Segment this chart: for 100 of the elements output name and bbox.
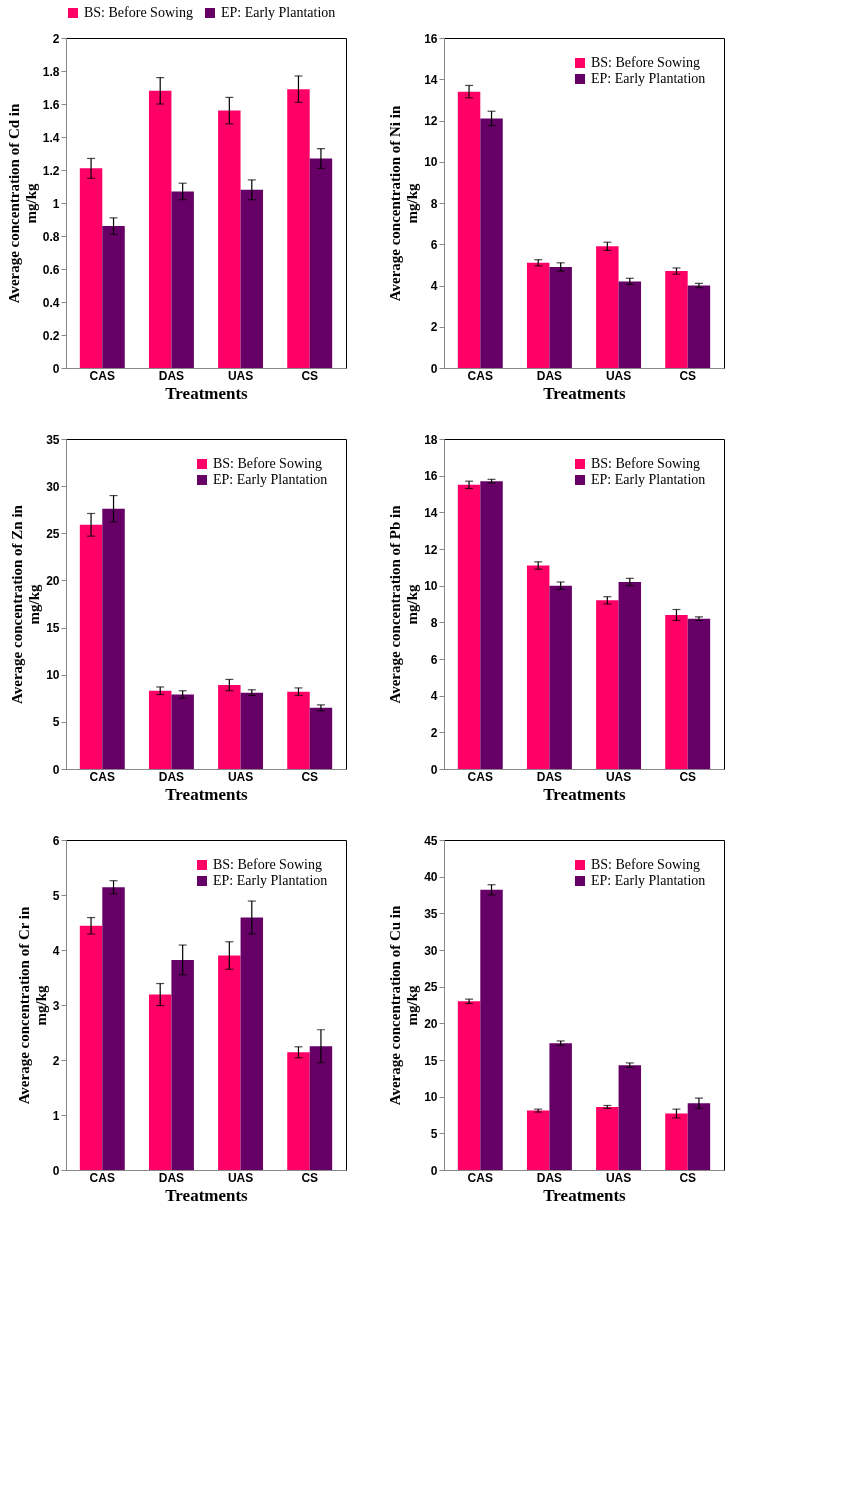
x-axis-title: Treatments [165,383,249,403]
y-tick-label: 16 [424,469,438,484]
bar [480,481,503,769]
bar [526,262,550,368]
bar [240,692,264,769]
bar [480,889,503,1170]
bar [687,1103,711,1170]
bar [79,925,103,1170]
y-tick-label: 8 [430,196,438,211]
y-tick-label: 1 [52,196,60,211]
x-tick-label: UAS [227,1170,254,1185]
y-tick-label: 5 [52,715,60,730]
bar [618,281,642,368]
bar [79,524,103,769]
y-tick-label: 35 [46,432,60,447]
y-tick-label: 6 [430,237,438,252]
bar [171,191,194,368]
y-tick-label: 0 [52,361,60,376]
y-tick-label: 10 [424,155,438,170]
x-tick-label: CS [301,769,319,784]
y-tick-label: 10 [424,579,438,594]
x-tick-label: CAS [89,1170,115,1185]
legend-label: EP: Early Plantation [591,71,706,86]
y-tick-label: 15 [46,621,60,636]
y-tick-label: 0.4 [42,295,60,310]
x-tick-label: CAS [467,769,493,784]
y-tick-label: 0 [52,762,60,777]
legend-label: BS: Before Sowing [591,857,700,872]
x-tick-label: DAS [536,769,563,784]
y-tick-label: 2 [52,31,60,46]
bar [549,1043,572,1170]
legend-label: EP: Early Plantation [221,5,336,20]
y-axis-title: Average concentration of Ni in mg/kg [387,105,421,302]
y-tick-label: 1 [52,1108,60,1123]
legend-label: EP: Early Plantation [591,873,706,888]
x-tick-label: CS [301,368,319,383]
bar [240,917,264,1170]
x-tick-label: DAS [536,368,563,383]
bar [457,484,481,769]
y-tick-label: 2 [52,1053,60,1068]
bar [596,600,619,769]
y-tick-label: 25 [46,526,60,541]
legend-label: BS: Before Sowing [591,456,700,471]
bar [526,565,550,769]
bar [596,246,619,368]
x-axis-title: Treatments [543,383,627,403]
x-tick-label: CS [679,769,697,784]
x-tick-label: DAS [158,1170,185,1185]
y-tick-label: 35 [424,906,438,921]
y-tick-label: 4 [430,689,438,704]
x-axis-title: Treatments [165,1185,249,1205]
y-tick-label: 1.6 [42,97,60,112]
x-tick-label: UAS [227,769,254,784]
bar [240,189,264,368]
y-tick-label: 30 [46,479,60,494]
y-tick-label: 20 [424,1016,438,1031]
y-tick-label: 15 [424,1053,438,1068]
y-tick-label: 6 [430,652,438,667]
bar [102,508,125,769]
legend-label: EP: Early Plantation [213,472,328,487]
bar [480,118,503,368]
y-tick-label: 0 [430,361,438,376]
bar [687,618,711,769]
y-tick-label: 0 [430,1163,438,1178]
bar [596,1106,619,1170]
bar [309,158,333,368]
y-tick-label: 4 [52,943,60,958]
x-axis-title: Treatments [543,1185,627,1205]
bar [79,168,103,368]
y-tick-label: 45 [424,833,438,848]
x-tick-label: DAS [158,769,185,784]
x-tick-label: CAS [89,769,115,784]
bar [102,226,125,368]
y-tick-label: 2 [430,725,438,740]
y-tick-label: 14 [424,505,438,520]
x-tick-label: CAS [467,1170,493,1185]
x-tick-label: CS [679,1170,697,1185]
x-tick-label: CAS [89,368,115,383]
y-tick-label: 1.4 [42,130,60,145]
x-axis-title: Treatments [543,784,627,804]
y-tick-label: 30 [424,943,438,958]
bar [287,89,310,368]
y-axis-title: Average concentration of Pb in mg/kg [387,504,421,704]
y-tick-label: 0.6 [42,262,60,277]
bar [102,887,125,1170]
y-tick-label: 4 [430,279,438,293]
bar [549,266,572,368]
y-tick-label: 25 [424,980,438,995]
bar [218,955,241,1170]
y-tick-label: 18 [424,432,438,447]
y-tick-label: 8 [430,615,438,630]
bar [618,582,642,769]
x-tick-label: UAS [605,1170,632,1185]
y-tick-label: 2 [430,320,438,335]
bar [309,707,333,769]
y-axis-title: Average concentration of Cu in mg/kg [387,905,421,1106]
bar [218,685,241,769]
bar [287,1052,310,1170]
bar [687,285,711,368]
y-tick-label: 6 [52,833,60,848]
